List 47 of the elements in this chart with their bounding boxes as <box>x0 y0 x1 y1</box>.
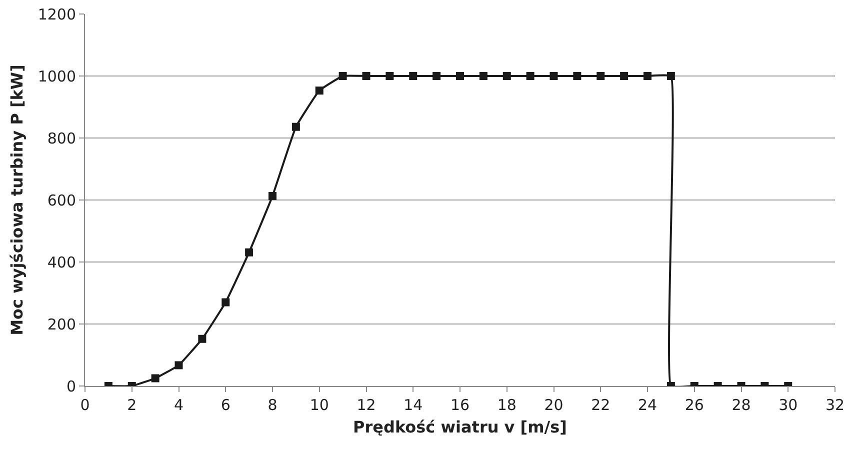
x-tick-label: 24 <box>638 396 658 414</box>
point <box>292 122 300 131</box>
y-tick-label: 1000 <box>38 67 76 86</box>
point <box>198 334 206 343</box>
point <box>245 248 254 256</box>
x-tick-label: 18 <box>497 396 516 414</box>
point <box>222 298 230 306</box>
x-tick-label: 10 <box>310 396 329 414</box>
point <box>479 72 488 80</box>
point <box>666 72 675 80</box>
point <box>644 72 652 80</box>
x-axis-title: Prędkość wiatru v [m/s] <box>353 418 567 437</box>
x-tick-label: 2 <box>127 396 137 414</box>
x-tick-label: 6 <box>220 396 230 414</box>
x-tick-label: 4 <box>174 396 184 414</box>
y-axis-title: Moc wyjściowa turbiny P [kW] <box>8 64 27 336</box>
x-tick-label: 12 <box>356 396 376 414</box>
x-tick-label: 14 <box>404 396 423 414</box>
x-tick-label: 8 <box>268 396 278 414</box>
point <box>432 72 441 80</box>
x-tick-label: 32 <box>825 396 845 414</box>
y-tick-label: 200 <box>47 315 76 334</box>
y-tick-label: 1200 <box>38 5 76 24</box>
point <box>550 72 558 80</box>
point <box>409 72 418 80</box>
y-tick-label: 800 <box>47 129 76 148</box>
x-tick-label: 0 <box>80 396 90 414</box>
x-tick-label: 26 <box>684 396 704 414</box>
point <box>268 192 276 200</box>
point <box>456 72 464 80</box>
point <box>502 72 511 80</box>
x-tick-label: 20 <box>544 396 564 414</box>
y-tick-label: 400 <box>47 253 76 272</box>
point <box>338 72 347 80</box>
point <box>620 72 628 80</box>
y-tick-label: 600 <box>47 191 76 210</box>
point <box>362 72 370 80</box>
x-tick-label: 22 <box>591 396 610 414</box>
x-tick-label: 30 <box>778 396 798 414</box>
x-tick-label: 28 <box>732 396 751 414</box>
point <box>526 72 534 80</box>
point <box>315 86 324 95</box>
x-tick-label: 16 <box>450 396 470 414</box>
y-tick-label: 0 <box>66 377 76 396</box>
point <box>386 72 394 80</box>
point <box>573 72 582 80</box>
point <box>596 72 605 80</box>
